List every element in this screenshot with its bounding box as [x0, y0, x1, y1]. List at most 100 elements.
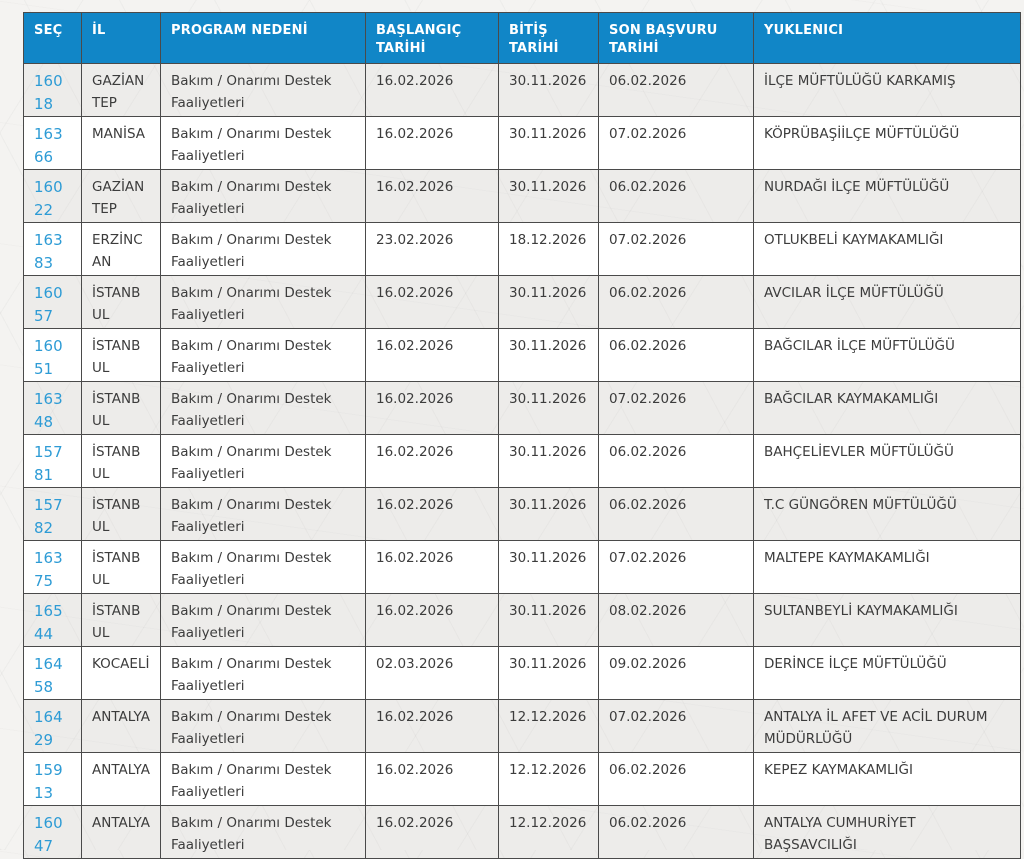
- cell-reason: Bakım / Onarımı Destek Faaliyetleri: [160, 699, 366, 753]
- cell-deadline: 06.02.2026: [598, 487, 754, 541]
- cell-sec: 16544: [23, 593, 82, 647]
- cell-contractor: DERİNCE İLÇE MÜFTÜLÜĞÜ: [753, 646, 1021, 700]
- cell-reason: Bakım / Onarımı Destek Faaliyetleri: [160, 593, 366, 647]
- cell-start: 23.02.2026: [365, 222, 499, 276]
- table-row: 16366 MANİSA Bakım / Onarımı Destek Faaliy…: [23, 116, 1021, 170]
- cell-deadline: 07.02.2026: [598, 222, 754, 276]
- table-row: 15781 İSTANBUL Bakım / Onarımı Destek Faal…: [23, 434, 1021, 488]
- cell-il: GAZİANTEP: [81, 63, 161, 117]
- program-id-link[interactable]: 15913: [34, 761, 63, 802]
- cell-il: ERZİNCAN: [81, 222, 161, 276]
- program-id-link[interactable]: 16383: [34, 231, 63, 272]
- cell-end: 30.11.2026: [498, 169, 599, 223]
- cell-reason: Bakım / Onarımı Destek Faaliyetleri: [160, 487, 366, 541]
- cell-end: 30.11.2026: [498, 63, 599, 117]
- cell-start: 16.02.2026: [365, 487, 499, 541]
- program-id-link[interactable]: 15782: [34, 496, 63, 537]
- cell-end: 12.12.2026: [498, 752, 599, 806]
- cell-end: 30.11.2026: [498, 116, 599, 170]
- cell-sec: 16375: [23, 540, 82, 594]
- cell-sec: 16057: [23, 275, 82, 329]
- cell-start: 16.02.2026: [365, 116, 499, 170]
- table-row: 16429 ANTALYA Bakım / Onarımı Destek Faali…: [23, 699, 1021, 753]
- program-table: SEÇ İL PROGRAM NEDENİ BAŞLANGIÇ TARİHİ B…: [23, 12, 1021, 859]
- program-id-link[interactable]: 16375: [34, 549, 63, 590]
- cell-contractor: NURDAĞI İLÇE MÜFTÜLÜĞÜ: [753, 169, 1021, 223]
- cell-contractor: ANTALYA İL AFET VE ACİL DURUM MÜDÜRLÜĞÜ: [753, 699, 1021, 753]
- cell-il: ANTALYA: [81, 805, 161, 859]
- cell-reason: Bakım / Onarımı Destek Faaliyetleri: [160, 540, 366, 594]
- program-id-link[interactable]: 16544: [34, 602, 63, 643]
- cell-reason: Bakım / Onarımı Destek Faaliyetleri: [160, 752, 366, 806]
- table-row: 16022 GAZİANTEP Bakım / Onarımı Destek Faa…: [23, 169, 1021, 223]
- cell-contractor: ANTALYA CUMHURİYET BAŞSAVCILIĞI: [753, 805, 1021, 859]
- cell-reason: Bakım / Onarımı Destek Faaliyetleri: [160, 434, 366, 488]
- program-id-link[interactable]: 16047: [34, 814, 63, 855]
- cell-il: MANİSA: [81, 116, 161, 170]
- cell-sec: 15782: [23, 487, 82, 541]
- cell-start: 16.02.2026: [365, 169, 499, 223]
- program-id-link[interactable]: 16458: [34, 655, 63, 696]
- cell-start: 16.02.2026: [365, 275, 499, 329]
- cell-il: İSTANBUL: [81, 540, 161, 594]
- cell-deadline: 07.02.2026: [598, 116, 754, 170]
- table-row: 16544 İSTANBUL Bakım / Onarımı Destek Faal…: [23, 593, 1021, 647]
- cell-start: 16.02.2026: [365, 63, 499, 117]
- cell-end: 30.11.2026: [498, 328, 599, 382]
- table-row: 16348 İSTANBUL Bakım / Onarımı Destek Faal…: [23, 381, 1021, 435]
- program-id-link[interactable]: 16022: [34, 178, 63, 219]
- cell-contractor: KEPEZ KAYMAKAMLIĞI: [753, 752, 1021, 806]
- cell-start: 02.03.2026: [365, 646, 499, 700]
- cell-sec: 16429: [23, 699, 82, 753]
- cell-reason: Bakım / Onarımı Destek Faaliyetleri: [160, 805, 366, 859]
- column-header-end: BİTİŞ TARİHİ: [498, 12, 599, 64]
- table-row: 16375 İSTANBUL Bakım / Onarımı Destek Faal…: [23, 540, 1021, 594]
- cell-sec: 16051: [23, 328, 82, 382]
- cell-deadline: 06.02.2026: [598, 434, 754, 488]
- cell-reason: Bakım / Onarımı Destek Faaliyetleri: [160, 646, 366, 700]
- cell-start: 16.02.2026: [365, 328, 499, 382]
- cell-reason: Bakım / Onarımı Destek Faaliyetleri: [160, 116, 366, 170]
- cell-il: İSTANBUL: [81, 434, 161, 488]
- cell-end: 30.11.2026: [498, 381, 599, 435]
- column-header-sec: SEÇ: [23, 12, 82, 64]
- cell-reason: Bakım / Onarımı Destek Faaliyetleri: [160, 275, 366, 329]
- cell-il: ANTALYA: [81, 699, 161, 753]
- program-id-link[interactable]: 16018: [34, 72, 63, 113]
- cell-deadline: 07.02.2026: [598, 540, 754, 594]
- cell-start: 16.02.2026: [365, 434, 499, 488]
- cell-il: İSTANBUL: [81, 487, 161, 541]
- cell-reason: Bakım / Onarımı Destek Faaliyetleri: [160, 63, 366, 117]
- cell-contractor: KÖPRÜBAŞİİLÇE MÜFTÜLÜĞÜ: [753, 116, 1021, 170]
- cell-sec: 16348: [23, 381, 82, 435]
- cell-contractor: BAĞCILAR KAYMAKAMLIĞI: [753, 381, 1021, 435]
- cell-end: 30.11.2026: [498, 434, 599, 488]
- cell-il: İSTANBUL: [81, 381, 161, 435]
- cell-end: 30.11.2026: [498, 275, 599, 329]
- cell-il: ANTALYA: [81, 752, 161, 806]
- program-id-link[interactable]: 16051: [34, 337, 63, 378]
- column-header-il: İL: [81, 12, 161, 64]
- cell-sec: 16458: [23, 646, 82, 700]
- cell-start: 16.02.2026: [365, 381, 499, 435]
- table-row: 16383 ERZİNCAN Bakım / Onarımı Destek Faal…: [23, 222, 1021, 276]
- cell-deadline: 06.02.2026: [598, 63, 754, 117]
- table-row: 16057 İSTANBUL Bakım / Onarımı Destek Faal…: [23, 275, 1021, 329]
- cell-start: 16.02.2026: [365, 593, 499, 647]
- cell-contractor: T.C GÜNGÖREN MÜFTÜLÜĞÜ: [753, 487, 1021, 541]
- program-id-link[interactable]: 16057: [34, 284, 63, 325]
- cell-end: 12.12.2026: [498, 699, 599, 753]
- cell-contractor: İLÇE MÜFTÜLÜĞÜ KARKAMIŞ: [753, 63, 1021, 117]
- program-id-link[interactable]: 16429: [34, 708, 63, 749]
- cell-contractor: BAHÇELİEVLER MÜFTÜLÜĞÜ: [753, 434, 1021, 488]
- column-header-reason: PROGRAM NEDENİ: [160, 12, 366, 64]
- program-id-link[interactable]: 15781: [34, 443, 63, 484]
- cell-deadline: 06.02.2026: [598, 805, 754, 859]
- cell-end: 30.11.2026: [498, 646, 599, 700]
- cell-start: 16.02.2026: [365, 699, 499, 753]
- cell-il: İSTANBUL: [81, 328, 161, 382]
- program-id-link[interactable]: 16366: [34, 125, 63, 166]
- program-id-link[interactable]: 16348: [34, 390, 63, 431]
- cell-end: 30.11.2026: [498, 540, 599, 594]
